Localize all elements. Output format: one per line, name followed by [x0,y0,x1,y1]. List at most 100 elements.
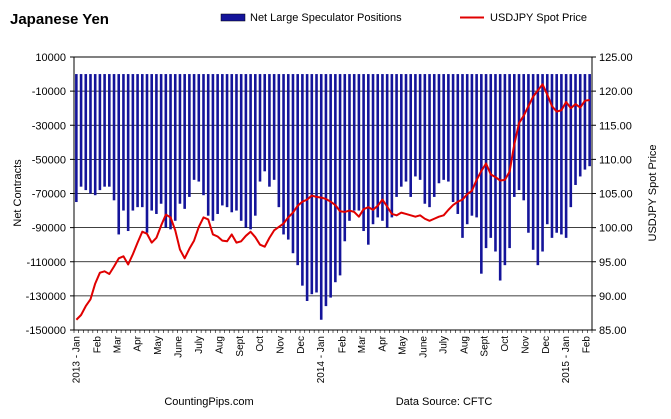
y-right-tick-label: 105.00 [599,189,633,201]
x-month-label: Feb [93,336,104,354]
x-month-label: July [439,336,450,354]
bar-net-position [432,74,436,197]
bar-net-position [522,74,526,201]
y-right-tick-label: 120.00 [599,86,633,98]
bar-net-position [221,74,224,206]
bar-net-position [588,74,591,167]
bar-net-position [456,74,460,214]
bar-net-position [173,74,177,221]
y-left-label: Net Contracts [12,159,24,227]
bar-net-position [296,74,299,266]
bar-net-position [536,74,540,266]
bar-net-position [423,74,427,204]
bar-net-position [338,74,342,276]
x-month-label: Oct [500,336,511,352]
bar-net-position [404,74,408,182]
bar-net-position [225,74,229,208]
x-month-label: Apr [133,335,144,351]
bar-net-position [211,74,215,221]
bar-net-position [451,74,455,203]
x-month-label: Aug [459,336,470,354]
bar-net-position [352,74,356,211]
bar-net-position [183,74,186,209]
bar-net-position [348,74,351,221]
bar-net-position [150,74,153,211]
bar-net-position [367,74,370,245]
x-month-label: Sept [235,336,246,357]
bar-net-position [324,74,328,307]
bar-net-position [489,74,493,238]
bar-net-position [395,74,398,197]
bar-net-position [414,74,417,177]
bar-net-position [550,74,554,238]
x-month-label: Feb [581,336,592,354]
bar-net-position [461,74,464,238]
bar-net-position [390,74,394,218]
bar-net-position [145,74,149,233]
bar-net-position [169,74,172,230]
bar-net-position [343,74,347,242]
x-month-label: Mar [357,335,368,353]
bar-net-position [583,74,587,170]
x-month-label: Oct [255,336,266,352]
bar-net-position [159,74,163,204]
legend-bar-swatch [220,13,246,22]
bar-net-position [254,74,257,216]
bar-net-position [117,74,121,235]
bar-net-position [447,74,450,182]
bar-net-position [140,74,144,208]
x-month-label: May [398,336,409,355]
bar-net-position [239,74,243,221]
bar-net-position [418,74,422,180]
bar-net-position [108,74,111,187]
bar-net-position [399,74,403,187]
bar-net-position [188,74,191,197]
bar-net-position [385,74,389,228]
x-month-label: Dec [296,336,307,354]
bar-net-position [216,74,219,214]
x-month-label: Mar [112,335,123,353]
bar-net-position [574,74,577,185]
bar-net-position [484,74,488,249]
bar-net-position [357,74,361,211]
bar-net-position [305,74,309,301]
bar-net-position [126,74,130,232]
x-month-label: Aug [215,336,226,354]
bar-net-position [192,74,196,180]
bar-net-position [178,74,182,204]
legend: Net Large Speculator Positions USDJPY Sp… [220,12,587,24]
bar-net-position [282,74,285,235]
bar-net-position [376,74,380,218]
x-month-label: 2013 - Jan [71,336,82,383]
footer-source-right: Data Source: CFTC [396,396,493,408]
y-right-tick-label: 115.00 [599,120,632,132]
bar-net-position [541,74,544,252]
bar-net-position [498,74,502,281]
bar-net-position [268,74,271,187]
bar-net-position [263,74,267,172]
bar-net-position [310,74,314,295]
bar-net-position [93,74,97,196]
bar-net-position [258,74,262,182]
y-left-tick-label: -150000 [26,325,66,337]
bar-net-position [301,74,304,286]
y-right-tick-label: 90.00 [599,291,627,303]
x-month-label: Sept [480,336,491,357]
bar-net-position [428,74,431,208]
x-month-label: July [194,336,205,354]
bar-net-position [362,74,365,232]
chart-title: Japanese Yen [10,11,109,28]
bar-net-position [277,74,281,208]
bar-net-position [531,74,535,250]
y-left-tick-label: -30000 [32,120,66,132]
bar-net-position [136,74,139,208]
bar-net-position [503,74,507,266]
x-month-label: Apr [377,335,388,351]
y-right-tick-label: 100.00 [599,223,633,235]
x-month-label: 2015 - Jan [561,336,572,383]
bar-net-position [230,74,234,213]
y-left-tick-label: 10000 [35,52,66,64]
bar-net-position [272,74,276,180]
